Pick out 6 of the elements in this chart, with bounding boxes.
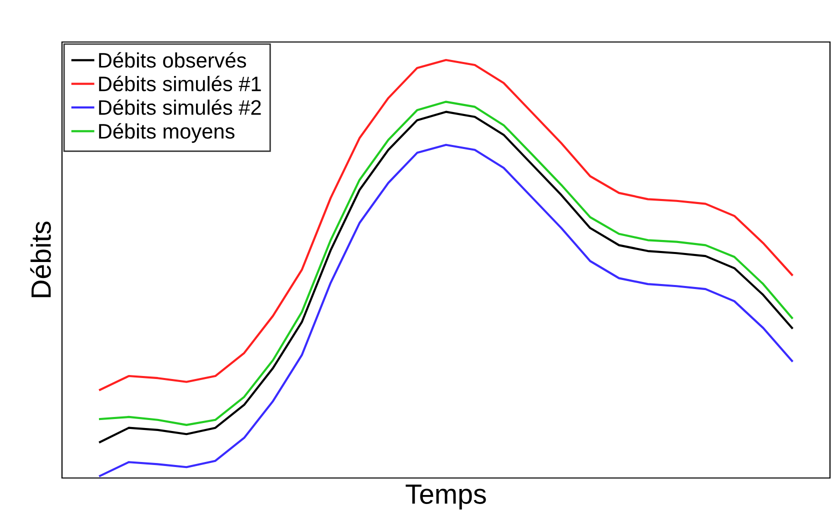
y-axis-title: Débits bbox=[30, 222, 51, 298]
legend-label: Débits simulés #1 bbox=[99, 76, 261, 92]
legend-label: Débits moyens bbox=[99, 123, 234, 143]
x-axis-title: Temps bbox=[406, 484, 486, 510]
legend-label: Débits observés bbox=[99, 52, 246, 68]
legend-label: Débits simulés #2 bbox=[99, 99, 261, 115]
